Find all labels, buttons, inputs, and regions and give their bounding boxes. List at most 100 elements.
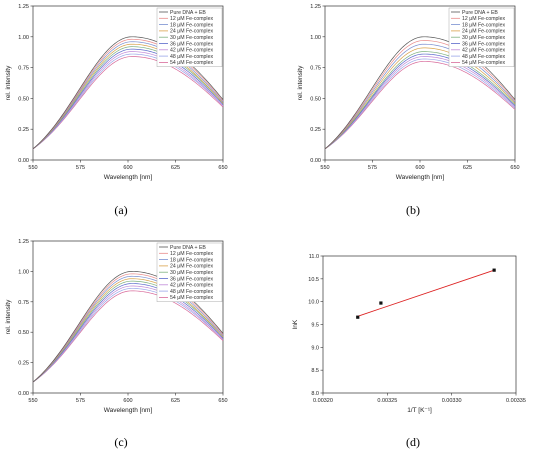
data-point xyxy=(356,315,360,319)
x-tick-label: 600 xyxy=(415,165,424,171)
x-tick-label: 600 xyxy=(123,398,132,404)
legend-entry: 54 μM Fe-complex xyxy=(462,60,505,66)
y-tick-label: 11.0 xyxy=(309,254,319,260)
y-tick-label: 0.25 xyxy=(310,127,321,133)
legend-entry: 30 μM Fe-complex xyxy=(170,270,213,276)
legend-entry: Pure DNA + EB xyxy=(170,245,206,251)
series-line xyxy=(324,40,516,150)
x-tick-label: 575 xyxy=(76,398,85,404)
x-tick-label: 575 xyxy=(76,165,85,171)
y-axis-label: rel. intensity xyxy=(5,299,12,334)
series-line xyxy=(32,283,224,383)
y-tick-label: 0.75 xyxy=(18,300,29,306)
y-tick-label: 8.0 xyxy=(311,391,319,397)
y-tick-label: 1.00 xyxy=(310,35,321,41)
series-line xyxy=(32,48,224,150)
legend-entry: 54 μM Fe-complex xyxy=(170,60,213,66)
x-tick-label: 0.00325 xyxy=(377,398,397,404)
x-tick-label: 550 xyxy=(320,165,329,171)
legend-entry: 18 μM Fe-complex xyxy=(170,22,213,28)
y-axis-label: rel. intensity xyxy=(297,65,304,100)
y-tick-label: 1.25 xyxy=(18,4,29,10)
x-tick-label: 0.00320 xyxy=(313,398,333,404)
plot-frame xyxy=(322,255,517,394)
legend-entry: Pure DNA + EB xyxy=(462,10,498,16)
legend-entry: 48 μM Fe-complex xyxy=(170,54,213,60)
y-tick-label: 10.0 xyxy=(308,300,319,306)
chart-panel-2: 550 575 600 625 650 0.00 0.25 0.50 0.75 1.00 1.25 W… xyxy=(297,4,520,217)
x-tick-label: 650 xyxy=(218,165,227,171)
series-line xyxy=(32,38,224,150)
y-tick-label: 1.25 xyxy=(310,4,321,10)
legend-entry: 36 μM Fe-complex xyxy=(170,276,213,282)
legend-entry: 36 μM Fe-complex xyxy=(462,41,505,47)
chart-panel-4: 0.00320 0.00325 0.00330 0.00335 8.0 8.5 9.0 9.5… xyxy=(292,254,526,449)
y-tick-label: 0.00 xyxy=(310,158,321,164)
series-line xyxy=(32,51,224,150)
y-tick-label: 1.00 xyxy=(18,35,29,41)
legend-entry: 12 μM Fe-complex xyxy=(462,16,505,22)
x-tick-label: 625 xyxy=(463,165,472,171)
series-line xyxy=(32,46,224,150)
legend-entry: 42 μM Fe-complex xyxy=(170,283,213,289)
x-tick-label: 0.00330 xyxy=(442,398,462,404)
series-line xyxy=(32,285,224,383)
y-tick-label: 0.00 xyxy=(18,158,29,164)
legend-entry: 24 μM Fe-complex xyxy=(170,29,213,35)
series-line xyxy=(32,275,224,383)
x-tick-label: 650 xyxy=(510,165,519,171)
series-line xyxy=(32,53,224,150)
y-tick-label: 0.50 xyxy=(310,96,321,102)
legend-entry: 18 μM Fe-complex xyxy=(462,22,505,28)
x-tick-label: 625 xyxy=(171,165,180,171)
x-tick-label: 625 xyxy=(171,398,180,404)
y-tick-label: 1.00 xyxy=(18,269,29,275)
y-tick-label: 8.5 xyxy=(311,368,319,374)
series-line xyxy=(32,288,224,383)
series-line xyxy=(32,56,224,150)
series-line xyxy=(324,56,516,150)
legend-entry: 18 μM Fe-complex xyxy=(170,257,213,263)
legend-entry: 30 μM Fe-complex xyxy=(462,35,505,41)
series-line xyxy=(324,47,516,150)
y-tick-label: 0.50 xyxy=(18,330,29,336)
panel-caption: (b) xyxy=(406,203,420,217)
legend-entry: 54 μM Fe-complex xyxy=(170,295,213,301)
x-tick-label: 650 xyxy=(218,398,227,404)
legend-entry: Pure DNA + EB xyxy=(170,10,206,16)
series-line xyxy=(324,61,516,150)
chart-panel-3: 550 575 600 625 650 0.00 0.25 0.50 0.75 1.00 1.25 W… xyxy=(5,239,228,449)
y-axis-label: rel. intensity xyxy=(5,65,12,100)
series-line xyxy=(324,43,516,150)
y-tick-label: 0.75 xyxy=(18,66,29,72)
y-tick-label: 1.25 xyxy=(18,239,29,245)
chart-panel-1: 550 575 600 625 650 0.00 0.25 0.50 0.75 1.00 1.25 W… xyxy=(5,4,228,217)
x-tick-label: 550 xyxy=(28,398,37,404)
legend-entry: 24 μM Fe-complex xyxy=(462,29,505,35)
legend-entry: 30 μM Fe-complex xyxy=(170,35,213,41)
y-tick-label: 0.25 xyxy=(18,127,29,133)
y-tick-label: 9.5 xyxy=(311,323,319,329)
series-line xyxy=(32,41,224,150)
x-tick-label: 575 xyxy=(368,165,377,171)
series-line xyxy=(324,53,516,150)
series-line xyxy=(32,278,224,383)
legend-entry: 48 μM Fe-complex xyxy=(462,54,505,60)
x-axis-label: Wavelength [nm] xyxy=(396,174,445,181)
legend-entry: 48 μM Fe-complex xyxy=(170,289,213,295)
legend-entry: 42 μM Fe-complex xyxy=(170,48,213,54)
series-line xyxy=(32,280,224,383)
data-point xyxy=(492,268,496,272)
series-line xyxy=(324,51,516,150)
legend-entry: 12 μM Fe-complex xyxy=(170,251,213,257)
legend-entry: 36 μM Fe-complex xyxy=(170,41,213,47)
series-line xyxy=(32,290,224,383)
data-point xyxy=(379,301,383,305)
legend-entry: 24 μM Fe-complex xyxy=(170,264,213,270)
panel-caption: (d) xyxy=(406,435,420,449)
x-tick-label: 600 xyxy=(123,165,132,171)
